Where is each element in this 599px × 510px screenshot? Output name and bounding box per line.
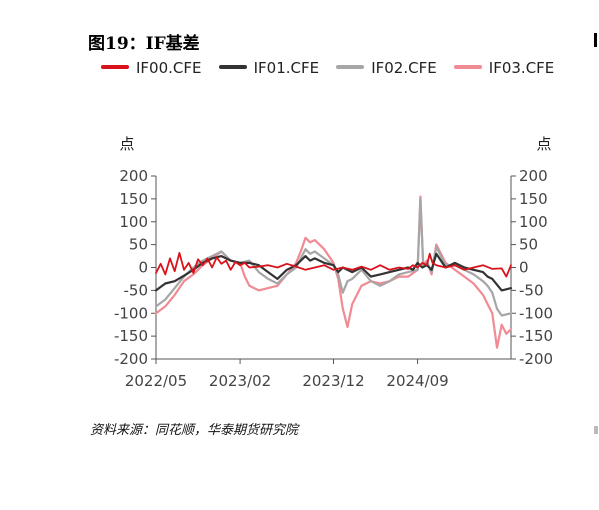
y-tick-label-right: 150 (519, 190, 548, 208)
y-tick-label-left: 100 (119, 213, 148, 231)
x-tick-label: 2023/02 (209, 372, 271, 390)
y-tick-label-left: -150 (114, 327, 148, 345)
series-line-if00 (155, 251, 512, 278)
y-tick-label-left: -200 (114, 350, 148, 368)
y-tick-label-left: 50 (129, 236, 148, 254)
legend-item-if00: IF00.CFE (101, 59, 202, 77)
legend-swatch-if00 (101, 65, 129, 69)
y-tick-label-right: -150 (519, 327, 553, 345)
edge-mark-top (594, 33, 597, 47)
tick-labels-group: 200 200 150 150 100 100 50 50 0 0 -50 -50 -100 -100 -1… (114, 135, 553, 390)
y-tick-label-right: -50 (519, 281, 544, 299)
y-axis-unit-right: 点 (536, 135, 551, 153)
x-tick-label: 2024/09 (386, 372, 448, 390)
x-tick-label: 2022/05 (125, 372, 187, 390)
legend-label-if00: IF00.CFE (136, 58, 202, 77)
y-tick-label-right: 200 (519, 167, 548, 185)
y-tick-label-right: 50 (519, 236, 538, 254)
legend-item-if03: IF03.CFE (453, 58, 555, 77)
y-tick-label-left: 150 (119, 190, 148, 208)
y-tick-label-right: 0 (519, 259, 529, 277)
chart-legend: IF00.CFE IF01.CFE IF02.CFE IF03.CFE (101, 57, 566, 77)
y-axis-unit-left: 点 (119, 135, 134, 153)
legend-swatch-if01 (218, 65, 247, 69)
legend-item-if02: IF02.CFE (336, 59, 437, 77)
x-tick-label: 2023/12 (302, 372, 364, 390)
legend-label-if01: IF01.CFE (253, 58, 320, 77)
series-line-if01 (154, 252, 513, 292)
y-tick-label-left: -100 (114, 304, 148, 322)
series-line-if02 (154, 197, 513, 317)
legend-label-if03: IF03.CFE (488, 58, 555, 77)
y-tick-label-left: 0 (138, 259, 148, 277)
legend-item-if01: IF01.CFE (218, 58, 320, 77)
chart-title: 图19：IF基差 (88, 34, 200, 54)
series-line-if03 (154, 195, 513, 349)
edge-mark-bottom (594, 426, 598, 434)
series-lines-group (154, 195, 513, 349)
legend-swatch-if02 (336, 65, 365, 69)
y-tick-label-right: 100 (519, 213, 548, 231)
source-note: 资料来源：同花顺，华泰期货研究院 (90, 423, 299, 438)
y-tick-label-left: 200 (119, 167, 148, 185)
legend-label-if02: IF02.CFE (371, 58, 437, 77)
y-tick-label-right: -200 (519, 350, 553, 368)
legend-swatch-if03 (453, 65, 482, 69)
y-tick-label-left: -50 (124, 281, 149, 299)
y-tick-label-right: -100 (519, 304, 553, 322)
